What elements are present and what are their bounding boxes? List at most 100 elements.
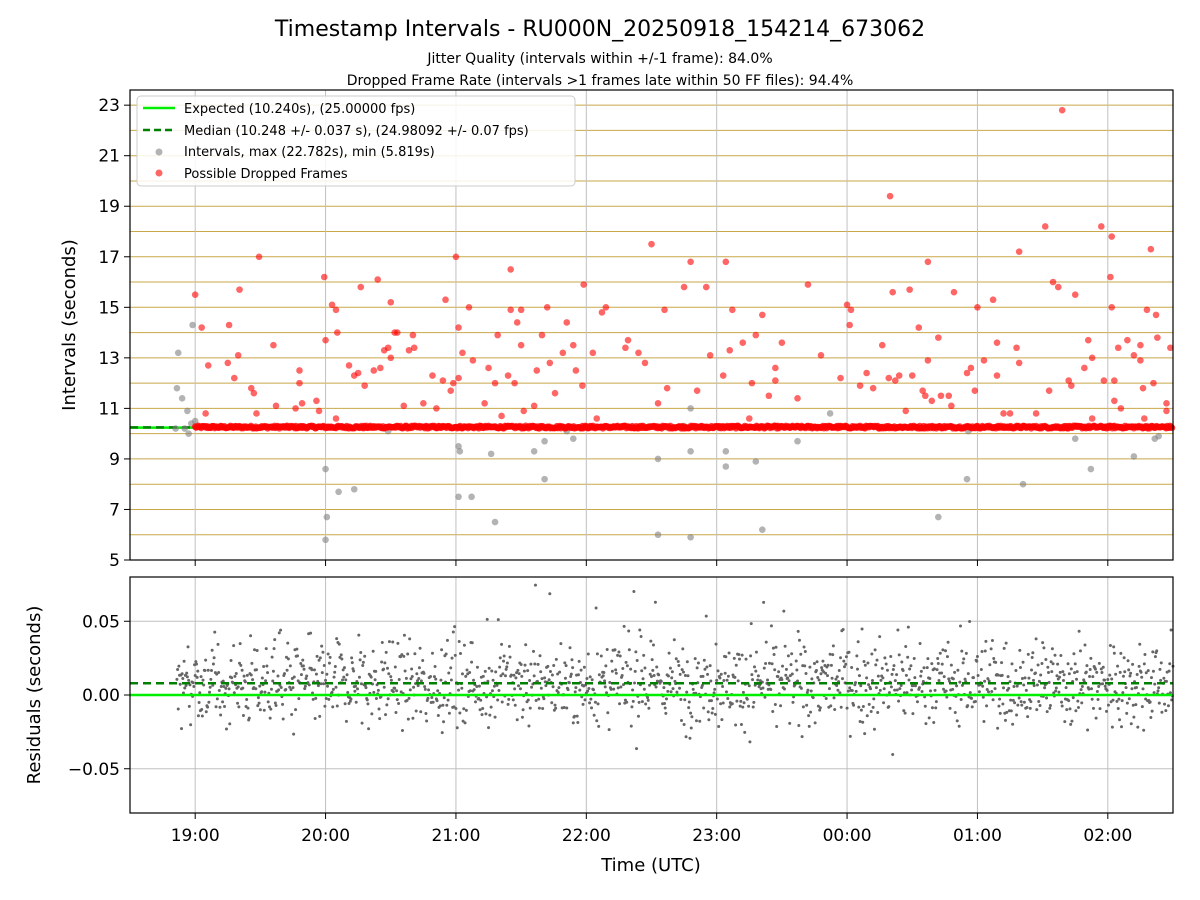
residual-point [472, 678, 476, 682]
residual-point [1010, 662, 1014, 666]
residual-point [289, 688, 293, 692]
residual-point [444, 652, 448, 656]
interval-point [687, 448, 694, 455]
dropped-frame-point [1137, 357, 1144, 364]
residual-point [180, 672, 184, 676]
interval-point [1019, 480, 1027, 488]
dropped-frame-point [405, 346, 413, 354]
residual-point [344, 719, 348, 723]
residual-point [986, 677, 990, 681]
residual-point [1118, 718, 1122, 722]
interval-point [456, 448, 464, 455]
residual-point [1105, 709, 1109, 713]
dropped-frame-point [1049, 278, 1057, 286]
residual-point [708, 664, 712, 668]
residual-point [540, 677, 544, 681]
residual-point [818, 706, 822, 710]
residuals-y-ticks: −0.05 0.00 0.05 [68, 612, 130, 780]
dropped-frame-point [1097, 223, 1105, 230]
residual-point [547, 678, 551, 682]
residual-point [413, 652, 417, 656]
residual-point [520, 715, 524, 719]
residual-point [592, 713, 596, 717]
residual-point [548, 670, 552, 674]
residual-point [958, 680, 962, 684]
residual-point [187, 704, 191, 708]
residual-point [533, 662, 537, 666]
residual-point [1138, 642, 1142, 646]
dropped-frame-point [702, 283, 710, 291]
chart-subtitle-dropped: Dropped Frame Rate (intervals >1 frames … [347, 73, 854, 89]
residual-point [831, 653, 835, 657]
residual-point [575, 714, 579, 718]
residual-point [1080, 684, 1084, 688]
residual-point [306, 681, 310, 685]
interval-point [1087, 465, 1095, 473]
residual-point [594, 606, 598, 610]
residual-point [402, 633, 406, 637]
residual-point [789, 663, 793, 667]
interval-point [687, 405, 694, 412]
residual-point [194, 662, 198, 666]
interval-point [794, 437, 801, 445]
residual-point [797, 638, 801, 642]
dropped-frame-point [1084, 336, 1092, 344]
residual-point [987, 690, 991, 694]
residual-point [363, 654, 367, 658]
residual-point [1164, 709, 1168, 713]
residual-point [840, 677, 844, 681]
residual-point [477, 684, 481, 688]
residual-point [206, 705, 210, 709]
dropped-frame-point [654, 400, 662, 407]
y-tick-label: 21 [98, 147, 120, 167]
residual-point [597, 724, 601, 728]
residual-point [1000, 661, 1004, 665]
residual-point [1039, 673, 1043, 677]
residual-point [376, 688, 380, 692]
residual-point [442, 720, 446, 724]
residual-point [1112, 645, 1116, 649]
residual-point [326, 652, 330, 656]
residual-point [436, 689, 440, 693]
residual-point [350, 661, 354, 665]
residual-point [966, 672, 970, 676]
residual-point [613, 648, 617, 652]
residual-point [953, 670, 957, 674]
residual-point [871, 705, 875, 709]
dropped-frame-point [722, 258, 730, 266]
residual-point [273, 701, 277, 705]
x-tick-label: 01:00 [953, 826, 1002, 846]
residual-point [784, 667, 788, 671]
residual-point [811, 696, 815, 700]
residual-point [557, 686, 561, 690]
residual-point [695, 666, 699, 670]
residual-point [423, 685, 427, 689]
residual-point [945, 695, 949, 699]
residual-point [514, 676, 518, 680]
residual-point [573, 690, 577, 694]
x-tick-label: 23:00 [692, 826, 741, 846]
residual-point [1099, 667, 1103, 671]
residual-point [1038, 703, 1042, 707]
residual-point [859, 684, 863, 688]
dropped-frame-point [450, 379, 457, 387]
interval-point [173, 384, 181, 392]
dropped-frame-point [559, 349, 567, 357]
residual-point [718, 676, 722, 680]
residual-point [342, 675, 346, 679]
residual-point [192, 684, 196, 688]
dropped-frame-point [1041, 223, 1049, 230]
residual-point [309, 631, 313, 635]
residual-point [1046, 665, 1050, 669]
residual-point [1029, 700, 1033, 704]
dropped-frame-point [937, 392, 945, 400]
residual-point [258, 708, 262, 712]
residual-point [650, 675, 653, 679]
residual-point [538, 654, 542, 658]
residual-point [1069, 722, 1073, 726]
residual-point [707, 718, 711, 722]
residual-point [279, 628, 283, 632]
residual-point [339, 653, 343, 657]
residual-point [655, 665, 659, 669]
dropped-frame-point [253, 410, 260, 417]
